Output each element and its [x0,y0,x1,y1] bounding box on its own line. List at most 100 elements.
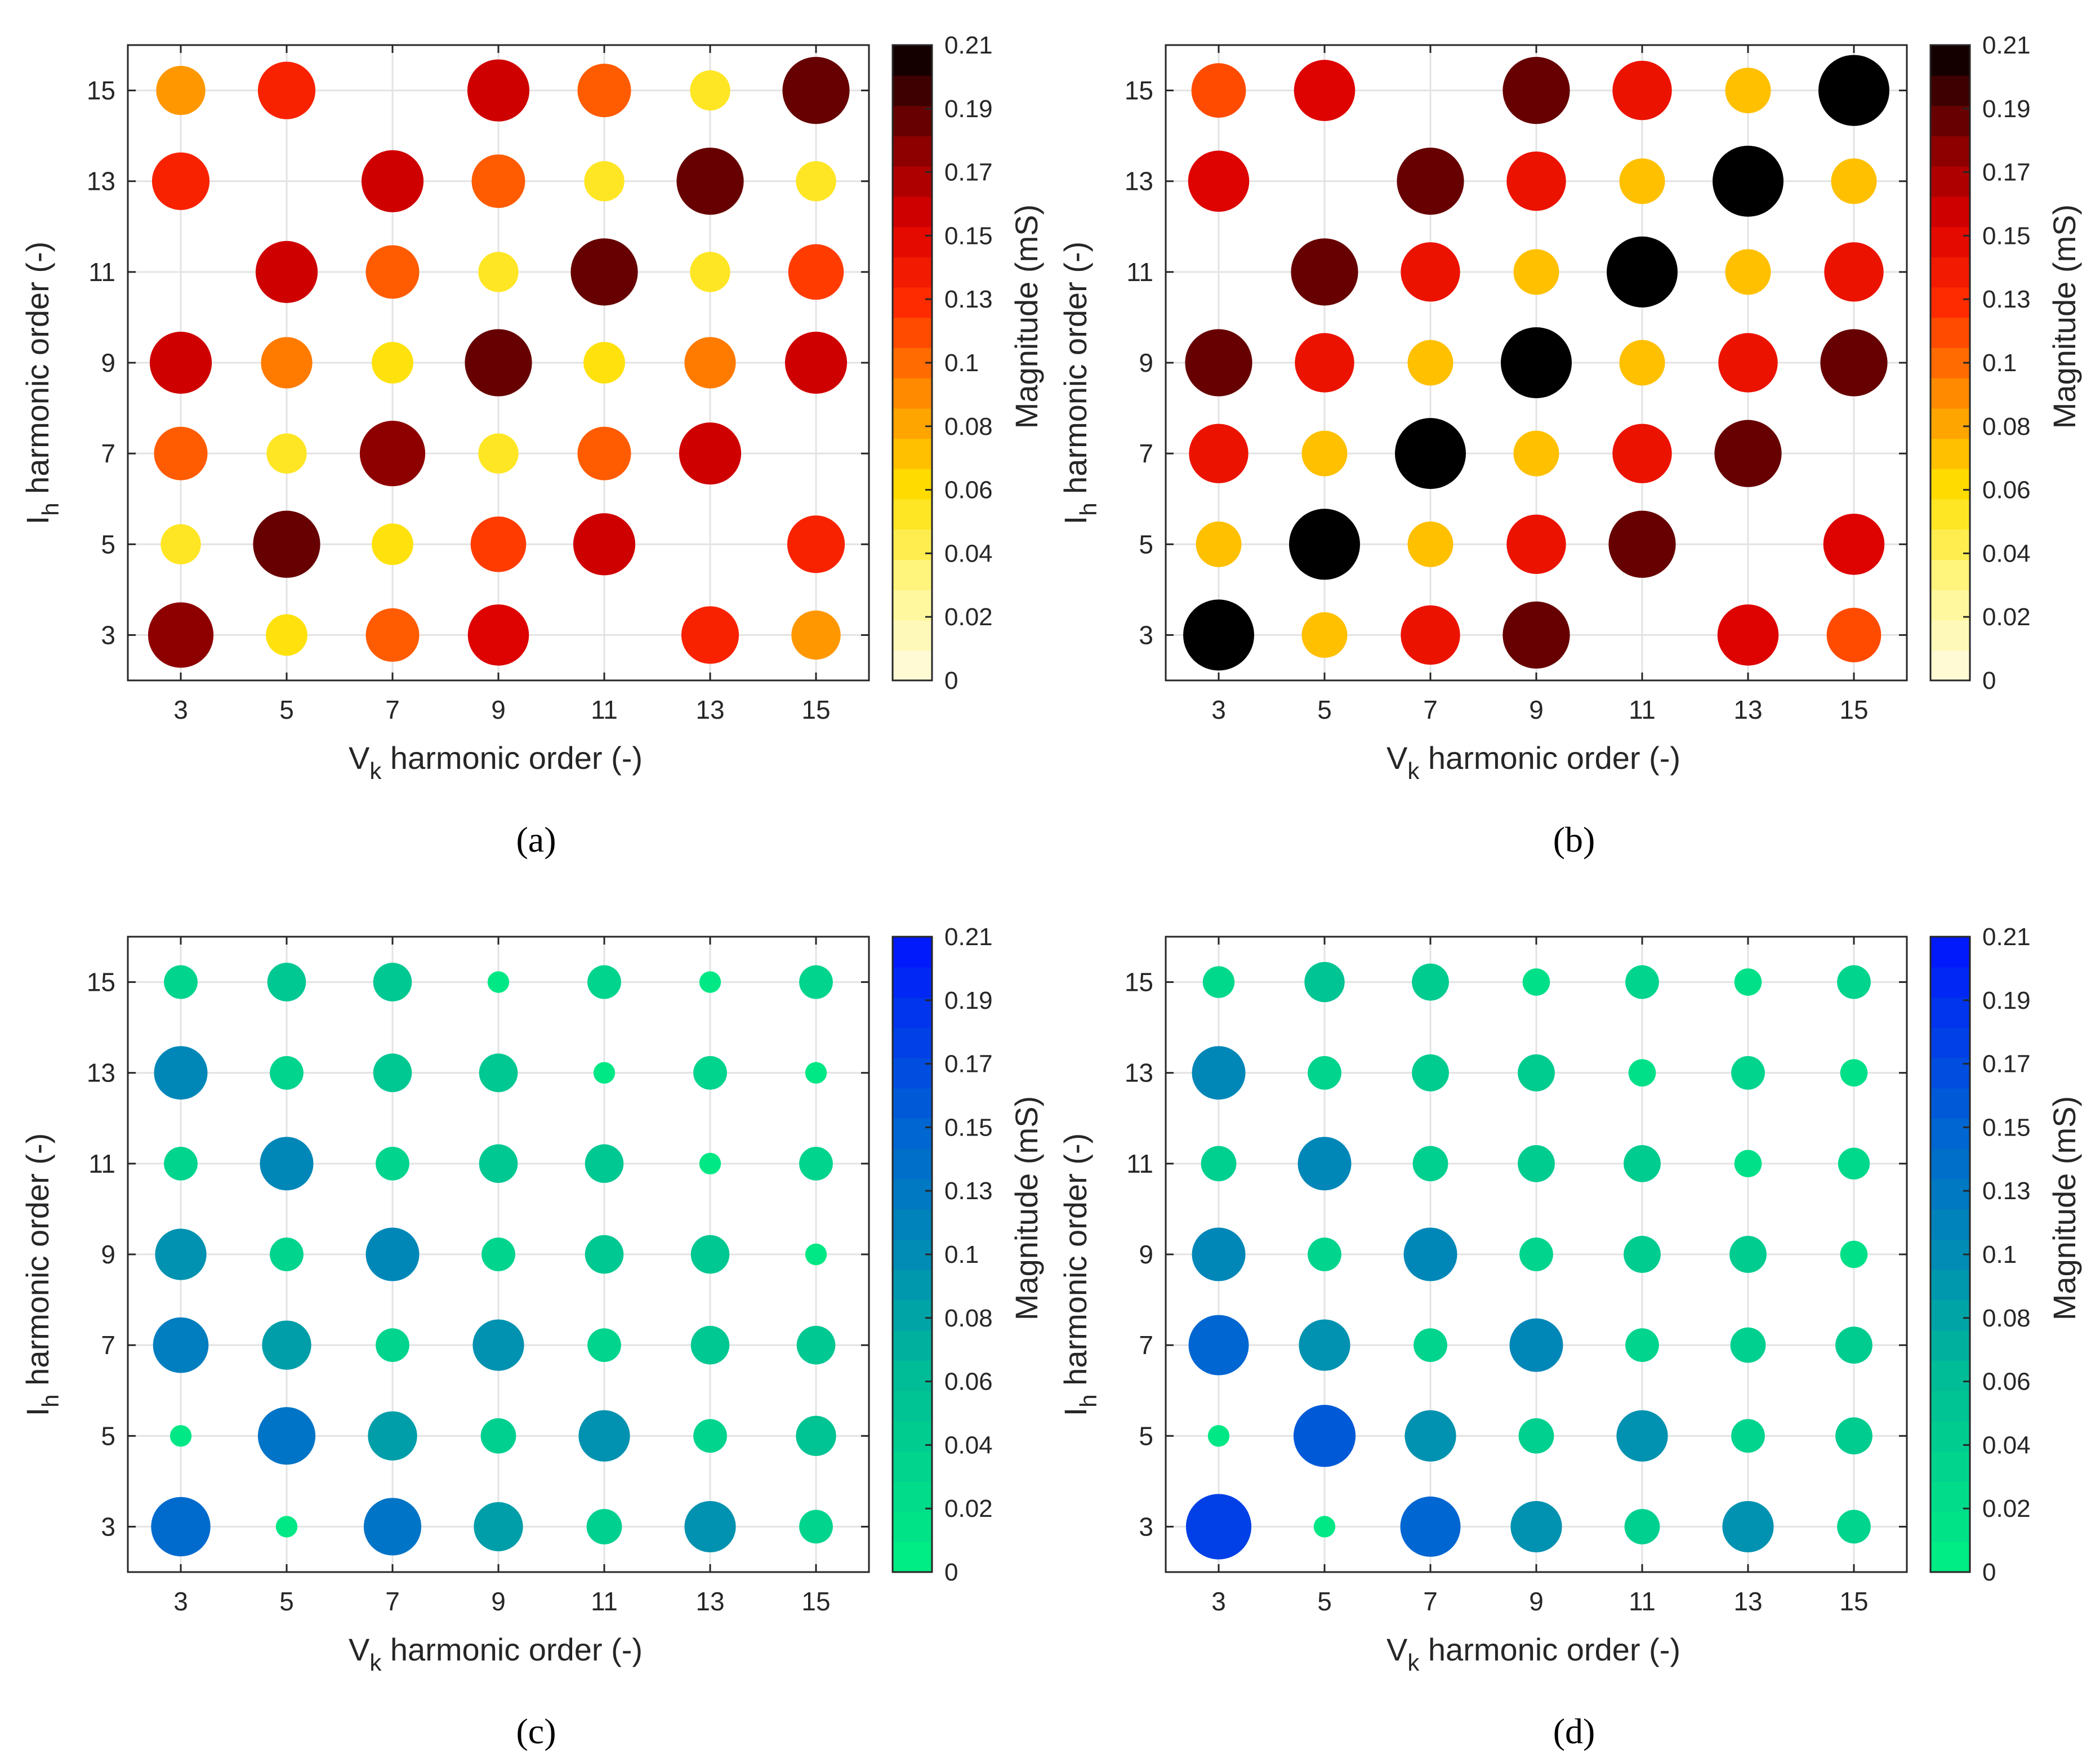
panel-d-point [1730,1327,1766,1363]
panel-c-point [693,1419,727,1453]
panel-c-point [799,965,833,999]
panel-d-point [1403,1227,1457,1281]
panel-a-point [255,241,318,303]
panel-a-point [266,614,307,656]
panel-b-point [1196,521,1242,567]
panel-d-point [1835,1326,1872,1364]
panel-a-point [782,56,850,124]
panel-d-point [1414,1328,1447,1363]
panel-d-point [1628,1059,1656,1087]
panel-b-colorbar-band [1930,469,1970,500]
panel-a-ylabel: Ih harmonic order (-) [20,242,64,525]
panel-b-point [1506,514,1566,574]
panel-c-point [376,1328,409,1363]
panel-d-labels: Vk harmonic order (-) Ih harmonic order … [1058,1096,2082,1751]
panel-b-point [1183,599,1254,671]
panel-d-ytick-label: 9 [1139,1240,1153,1269]
panel-a-point [359,421,426,487]
panel-c-point [587,1328,621,1363]
panel-b-colorbar-band [1930,559,1970,590]
panel-b-colorbar-band [1930,136,1970,167]
panel-d-colorbar-band [1930,1481,1970,1512]
panel-a-colorbar-band [893,650,932,681]
panel-c-colorbar-label: Magnitude (mS) [1009,1096,1044,1320]
panel-b-colorbar-band [1930,75,1970,106]
panel-a-point [365,608,420,662]
panel-d-point [1518,1418,1554,1454]
panel-c-ytick-label: 5 [101,1421,115,1450]
panel-d-point [1293,1405,1356,1467]
panel-b-colorbar-tick-label: 0.02 [1982,603,2031,631]
panel-a-colorbar-tick-label: 0.21 [944,32,993,59]
panel-d-point [1192,1227,1246,1281]
panel-b-colorbar-band [1930,317,1970,348]
panel-d-colorbar-label: Magnitude (mS) [2047,1096,2082,1320]
panel-c-ytick-label: 15 [87,968,115,997]
panel-a-xtick-label: 7 [385,695,400,724]
panel-a-labels: Vk harmonic order (-) Ih harmonic order … [20,204,1044,860]
panel-d-colorbar-tick-label: 0.04 [1982,1431,2031,1459]
panel-c-point [487,971,510,993]
panel-c-colorbar-band [893,1330,932,1361]
panel-b-ylabel: Ih harmonic order (-) [1058,242,1102,525]
panel-d-colorbar-band [1930,1118,1970,1149]
panel-d-colorbar-band [1930,1299,1970,1331]
panel-d-ytick-label: 3 [1139,1512,1153,1541]
panel-a-point [156,65,206,115]
panel-c-colorbar-band [893,1057,932,1089]
panel-b: 3 5 7 9 11 13 15 3 5 7 9 11 13 15 0 0.02 0.04 0.06 0.08 0.1… [1058,32,2082,860]
panel-d-plot: 3 5 7 9 11 13 15 3 5 7 9 11 13 15 0 0.02 0.04 0.06 0.08 0.1… [1125,923,2031,1616]
panel-a-ytick-label: 9 [101,348,115,377]
panel-a-point [471,154,525,208]
panel-c-point [153,1317,209,1373]
panel-d-colorbar-tick-label: 0.21 [1982,923,2031,951]
panel-d-point [1308,1237,1341,1271]
panel-d-colorbar-band [1930,1148,1970,1179]
panel-c-colorbar-band [893,1451,932,1482]
panel-a-point [154,426,208,480]
panel-b-colorbar-band [1930,45,1970,76]
panel-c-point [376,1146,409,1181]
panel-a-colorbar-tick-label: 0.1 [944,349,979,377]
panel-b-colorbar-tick-label: 0.08 [1982,413,2031,440]
panel-a-colorbar-tick-label: 0.15 [944,222,993,250]
panel-b-colorbar-band [1930,620,1970,651]
panel-b-point [1189,424,1249,483]
panel-d-point [1510,1501,1562,1553]
panel-c-point [699,971,721,993]
panel-b-point [1513,430,1559,477]
panel-c-point [796,1415,836,1456]
panel-b-plot: 3 5 7 9 11 13 15 3 5 7 9 11 13 15 0 0.02 0.04 0.06 0.08 0.1… [1125,32,2031,724]
panel-d-point [1207,1425,1230,1447]
panel-d-colorbar-tick-label: 0.08 [1982,1305,2031,1332]
panel-c-point [151,1497,211,1557]
panel-a-point [253,510,320,578]
panel-c-colorbar-tick-label: 0.15 [944,1114,993,1141]
panel-d-point [1313,1516,1336,1538]
panel-b-ytick-label: 5 [1139,529,1153,559]
panel-d-xtick-label: 13 [1733,1587,1762,1616]
panel-b-colorbar-tick-label: 0.06 [1982,477,2031,504]
panel-b-xtick-label: 15 [1839,695,1868,724]
panel-a-point [148,602,214,668]
panel-c-point [270,1056,304,1090]
panel-c-point [587,965,621,999]
panel-a-colorbar-band [893,589,932,621]
panel-a-colorbar-band [893,196,932,228]
panel-b-point [1826,608,1881,662]
panel-b-colorbar-tick-label: 0.04 [1982,540,2031,567]
panel-a-point [470,516,527,572]
panel-a-colorbar-tick-label: 0 [944,667,958,694]
panel-d-colorbar-band [1930,1269,1970,1301]
panel-d-ytick-label: 11 [1126,1149,1153,1178]
panel-c-colorbar-tick-label: 0.04 [944,1431,993,1459]
panel-b-colorbar-band [1930,589,1970,621]
panel-b-colorbar-band [1930,529,1970,560]
panel-a-colorbar-band [893,498,932,530]
panel-c-ylabel: Ih harmonic order (-) [20,1133,64,1417]
panel-d-ytick-label: 5 [1139,1421,1153,1450]
panel-a-ytick-label: 15 [87,76,115,105]
panel-c-colorbar-tick-label: 0.17 [944,1050,993,1078]
panel-d-point [1308,1056,1341,1090]
panel-a-colorbar-band [893,136,932,167]
